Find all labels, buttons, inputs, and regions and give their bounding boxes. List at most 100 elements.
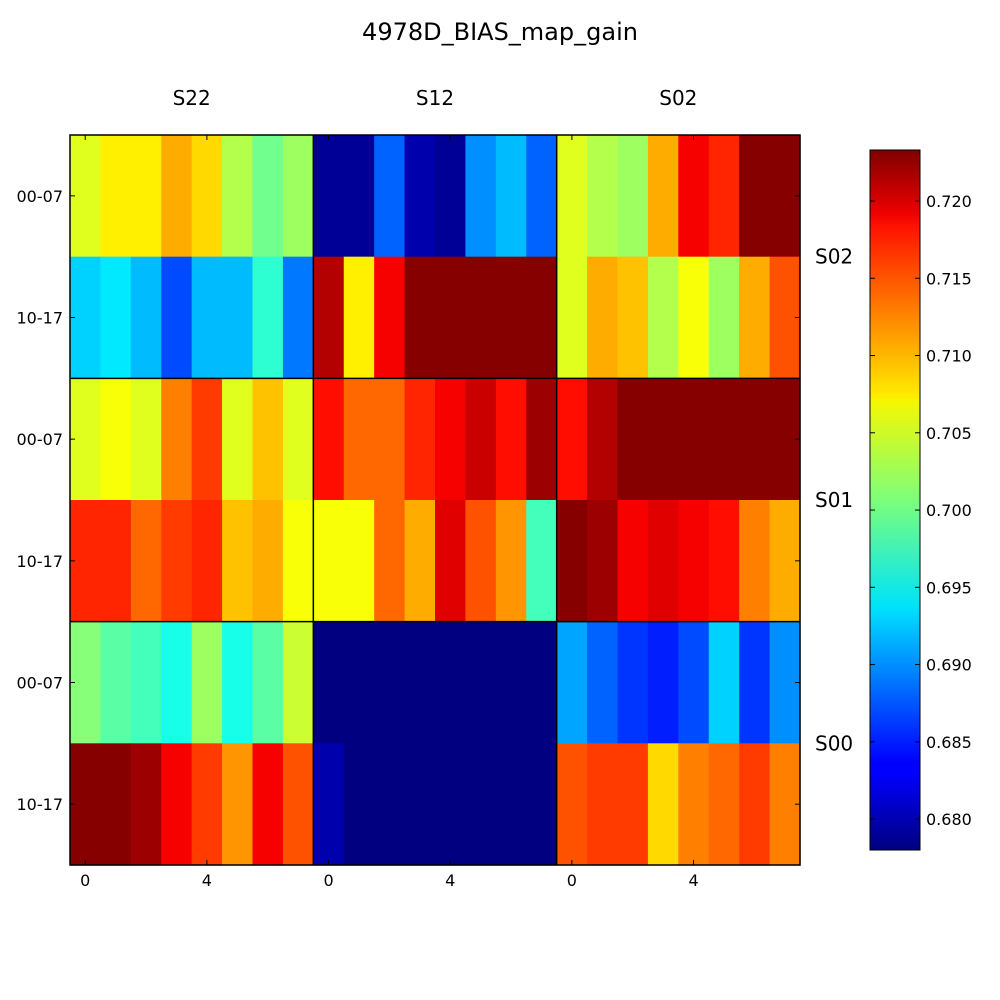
heatmap-cell [222,135,254,258]
row-label: 10-17 [17,552,64,571]
heatmap-cell [556,256,588,379]
heatmap-cell [495,135,527,258]
colorbar-tick-label: 0.680 [926,810,972,829]
heatmap-cell [617,256,649,379]
heatmap-cell [191,621,223,744]
heatmap-cell [708,500,740,623]
heatmap-cell [252,500,284,623]
heatmap-cell [495,743,527,866]
plot-frame [69,134,801,866]
heatmap-cell [374,500,406,623]
heatmap-cell [678,135,710,258]
heatmap-cell [252,256,284,379]
heatmap-cell [587,621,619,744]
heatmap-cell [678,500,710,623]
heatmap-cell [617,621,649,744]
row-labels: 00-07 10-17 00-07 10-17 00-07 10-17 [17,187,64,814]
heatmap-cell [617,500,649,623]
heatmap-cell [587,378,619,501]
heatmap-cell [313,256,345,379]
heatmap-cell [465,135,497,258]
heatmap-cell [404,256,436,379]
section-label: S01 [815,488,853,512]
heatmap-cell [495,256,527,379]
x-tick-label: 4 [445,871,455,890]
heatmap-cell [587,500,619,623]
heatmap-cell [647,500,679,623]
column-labels: S22 S12 S02 [173,86,698,110]
heatmap-cell [708,378,740,501]
heatmap-cell [435,378,467,501]
heatmap-cell [191,378,223,501]
heatmap-cell [465,500,497,623]
heatmap-cell [526,743,558,866]
heatmap-cell [587,135,619,258]
heatmap-cell [343,500,375,623]
heatmap-cell [374,621,406,744]
row-label: 00-07 [17,430,64,449]
heatmap-cell [526,378,558,501]
x-tick-label: 4 [688,871,698,890]
heatmap-cell [678,256,710,379]
heatmap-cell [252,135,284,258]
heatmap-cell [526,621,558,744]
heatmap-cell [313,621,345,744]
x-axis-ticks: 0 4 0 4 0 4 [80,871,699,890]
heatmap-cell [708,135,740,258]
heatmap-cell [708,743,740,866]
heatmap-cell [526,135,558,258]
x-tick-label: 0 [80,871,90,890]
heatmap-cell [191,500,223,623]
heatmap-cell [708,256,740,379]
heatmap-cell [617,135,649,258]
heatmap-cell [70,135,102,258]
row-label: 10-17 [17,795,64,814]
heatmap-cell [556,743,588,866]
colorbar [869,149,921,851]
colorbar-tick-label: 0.700 [926,501,972,520]
heatmap-cell [282,135,314,258]
heatmap-cell [465,256,497,379]
colorbar-tick-label: 0.690 [926,656,972,675]
colorbar-ticks: 0.680 0.685 0.690 0.695 0.700 0.705 0.710 0.715… [870,192,972,829]
heatmap-cell [100,256,132,379]
colorbar-tick-label: 0.715 [926,269,972,288]
heatmap-cell [374,378,406,501]
row-label: 00-07 [17,674,64,693]
colorbar-tick-label: 0.685 [926,733,972,752]
heatmap-cell [100,621,132,744]
heatmap-cell [374,743,406,866]
heatmap-cell [556,621,588,744]
heatmap-cell [343,621,375,744]
heatmap-cell [678,378,710,501]
heatmap-cell [739,256,771,379]
heatmap-cell [313,743,345,866]
heatmap-cell [282,378,314,501]
heatmap-cell [465,743,497,866]
heatmap-cell [739,743,771,866]
heatmap-cell [404,743,436,866]
heatmap-cell [617,378,649,501]
heatmap-cell [252,378,284,501]
heatmap-cell [495,621,527,744]
heatmap-cell [647,135,679,258]
heatmap-cell [70,256,102,379]
x-tick-label: 4 [202,871,212,890]
heatmap-cell [313,500,345,623]
heatmap-cell [739,621,771,744]
heatmap-cell [130,256,162,379]
heatmap-cell [161,256,193,379]
chart-title: 4978D_BIAS_map_gain [362,18,638,46]
heatmap-cell [222,743,254,866]
heatmap-cell [161,135,193,258]
heatmap-cell [739,378,771,501]
heatmap-cell [404,621,436,744]
heatmap-cell [435,135,467,258]
heatmap-cell [708,621,740,744]
heatmap-cell [130,621,162,744]
column-label: S22 [173,86,211,110]
heatmap-cell [556,378,588,501]
heatmap-cell [495,378,527,501]
